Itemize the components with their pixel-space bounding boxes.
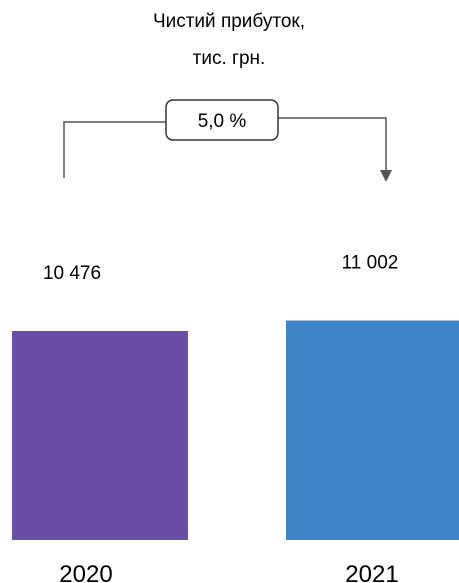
value-label-2020: 10 476 <box>43 263 101 284</box>
change-badge <box>165 99 279 141</box>
change-connector-right <box>278 117 392 182</box>
bar-2021 <box>286 320 459 540</box>
value-label-2021: 11 002 <box>342 253 399 274</box>
category-label-2021: 2021 <box>345 561 398 583</box>
bar-2020 <box>12 331 188 540</box>
change-label: 5,0 % <box>198 111 247 132</box>
chart-title-line-1: Чистий прибуток, <box>153 11 305 32</box>
change-connector-left <box>63 121 166 178</box>
chart-title-line-2: тис. грн. <box>193 48 266 69</box>
category-label-2020: 2020 <box>59 561 112 583</box>
bars-layer: 10 476 2020 11 002 2021 <box>12 253 459 583</box>
